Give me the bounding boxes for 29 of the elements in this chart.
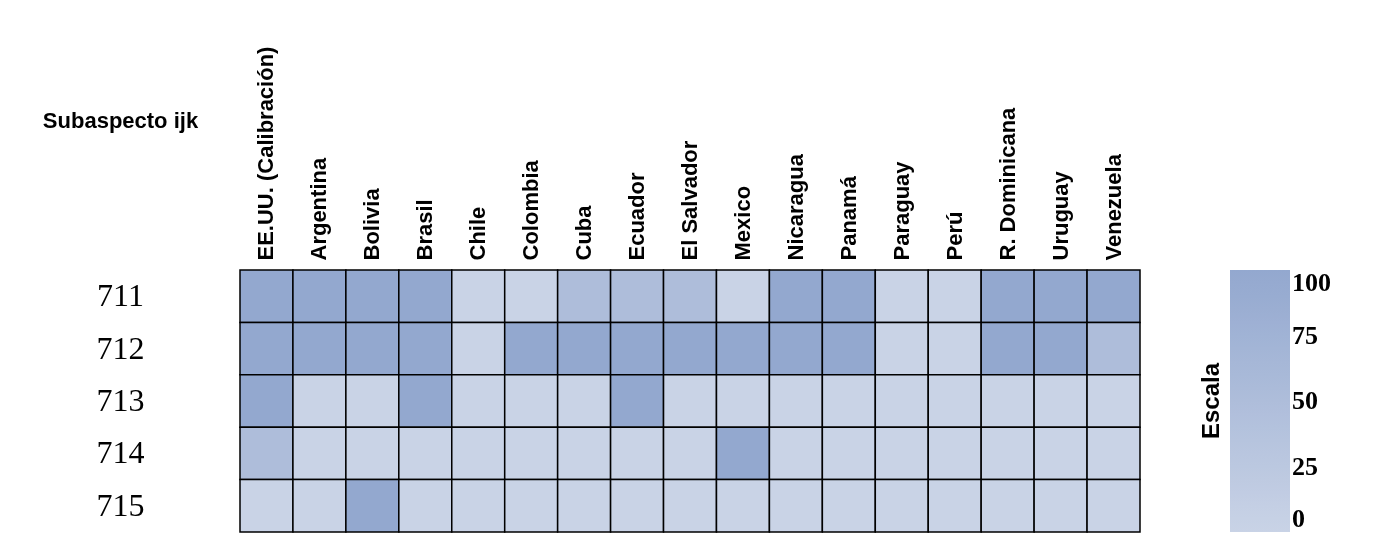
x-tick-label: Paraguay	[888, 160, 914, 261]
x-tick-label: Colombia	[518, 159, 544, 261]
y-axis-title: Subaspecto ijk	[42, 107, 199, 133]
x-tick-label: Perú	[941, 211, 967, 261]
x-tick-label: R. Dominicana	[994, 106, 1020, 261]
x-tick-label: Bolivia	[359, 187, 385, 261]
x-tick-label: Cuba	[571, 204, 597, 261]
color-bar-label: 0	[1292, 504, 1305, 533]
y-tick-label: 711	[97, 277, 144, 314]
x-tick-label: Argentina	[306, 157, 332, 261]
x-tick-label: Mexico	[729, 185, 755, 261]
color-bar-label: 75	[1292, 320, 1318, 350]
x-tick-label: Venezuela	[1100, 153, 1126, 261]
y-tick-label: 712	[96, 329, 145, 366]
x-tick-label: Ecuador	[624, 172, 650, 261]
y-tick-label: 715	[96, 486, 145, 523]
x-tick-label: Uruguay	[1047, 170, 1073, 261]
color-bar-label: 50	[1292, 386, 1318, 415]
color-bar-label: 25	[1292, 451, 1318, 481]
y-tick-label: 713	[96, 382, 145, 418]
x-tick-label: Brasil	[412, 199, 438, 261]
color-bar-title: Escala	[1197, 362, 1224, 440]
y-tick-label: 714	[96, 434, 145, 471]
x-tick-label: El Salvador	[677, 140, 702, 261]
x-tick-label: Chile	[465, 206, 491, 261]
x-tick-label: Panamá	[835, 175, 861, 261]
color-bar-label: 100	[1292, 268, 1331, 297]
x-tick-label: EE.UU. (Calibración)	[253, 46, 279, 261]
x-tick-label: Nicaragua	[782, 153, 808, 261]
